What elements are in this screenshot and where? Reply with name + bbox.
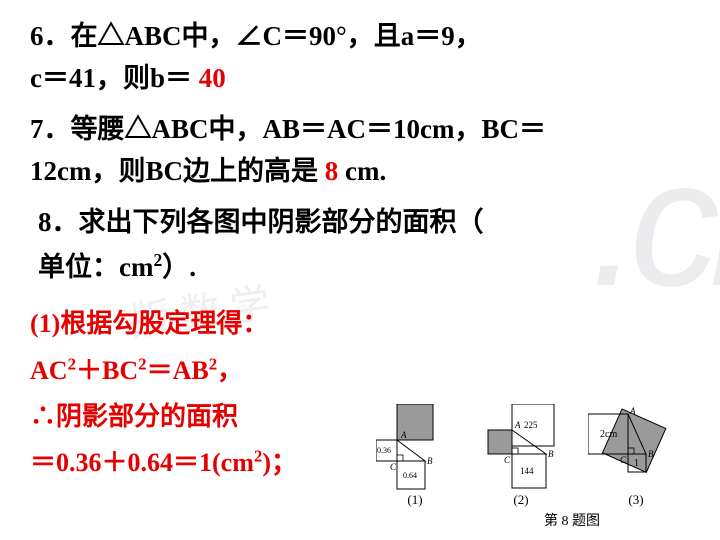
question-6: 6．在△ABC中，∠C＝90°，且a＝9， c＝41，则b＝ 40 xyxy=(30,18,690,97)
figure-2: A B C 225 144 (2) xyxy=(476,404,566,508)
svg-text:C: C xyxy=(390,462,397,472)
sol-eq-ab: ＝AB xyxy=(147,356,209,385)
fig2-caption: (2) xyxy=(476,492,566,508)
svg-text:0.64: 0.64 xyxy=(403,471,417,480)
sol-comma: ， xyxy=(217,356,243,385)
svg-text:0.36: 0.36 xyxy=(377,446,391,455)
svg-text:1: 1 xyxy=(634,458,639,469)
figure-row: A B C 0.36 0.64 (1) A B C 225 144 (2) xyxy=(376,404,684,508)
q8-text-3: ）. xyxy=(162,252,196,282)
q6-text-1: 6．在△ABC中，∠C＝90°，且a＝9， xyxy=(30,21,482,51)
q8-text-2: 单位：cm xyxy=(38,252,153,282)
q8-text-1: 8．求出下列各图中阴影部分的面积（ xyxy=(38,207,484,237)
sol-tail: )； xyxy=(262,448,297,477)
sol-line-1: (1)根据勾股定理得： xyxy=(30,304,690,344)
svg-text:C: C xyxy=(504,455,511,465)
sol-ac: AC xyxy=(30,356,68,385)
svg-text:A: A xyxy=(514,420,521,430)
q7-unit: cm. xyxy=(338,156,386,186)
fig3-caption: (3) xyxy=(588,492,684,508)
svg-text:225: 225 xyxy=(524,420,538,430)
q8-exp: 2 xyxy=(153,250,162,270)
svg-text:144: 144 xyxy=(520,466,534,476)
q7-text-2: 12cm，则BC边上的高是 xyxy=(30,156,325,186)
q6-answer: 40 xyxy=(199,63,226,93)
svg-text:C: C xyxy=(620,455,627,465)
svg-text:B: B xyxy=(648,449,654,459)
svg-text:B: B xyxy=(548,449,554,459)
figure-caption: 第 8 题图 xyxy=(544,510,600,530)
svg-text:A: A xyxy=(629,406,636,416)
svg-text:2cm: 2cm xyxy=(600,429,617,440)
sol-plus-bc: ＋BC xyxy=(76,356,138,385)
figure-1: A B C 0.36 0.64 (1) xyxy=(376,404,454,508)
question-7: 7．等腰△ABC中，AB＝AC＝10cm，BC＝ 12cm，则BC边上的高是 8… xyxy=(30,111,690,190)
question-8: 8．求出下列各图中阴影部分的面积（ 单位：cm2）. xyxy=(38,204,690,287)
q6-text-2: c＝41，则b＝ xyxy=(30,63,199,93)
fig1-caption: (1) xyxy=(376,492,454,508)
svg-text:A: A xyxy=(400,430,407,440)
figure-3: A B C 2cm 1 (3) xyxy=(588,404,684,508)
q7-answer: 8 xyxy=(325,156,339,186)
svg-text:B: B xyxy=(427,456,433,466)
q7-text-1: 7．等腰△ABC中，AB＝AC＝10cm，BC＝ xyxy=(30,114,546,144)
sol-calc: ＝0.36＋0.64＝1(cm xyxy=(30,448,254,477)
